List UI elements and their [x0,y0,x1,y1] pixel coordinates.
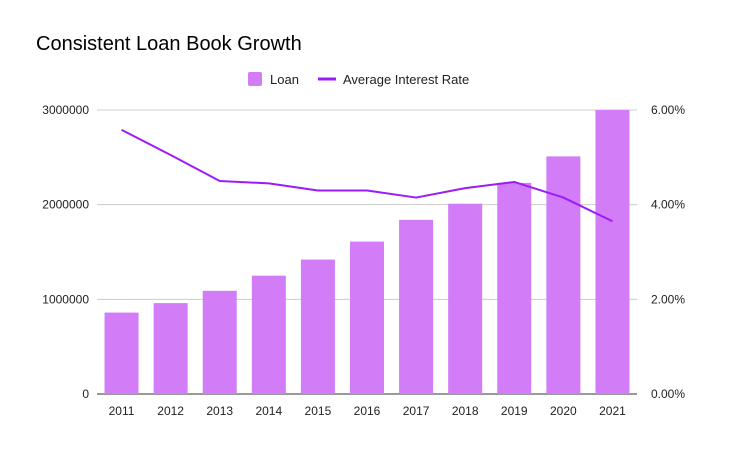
x-tick-label: 2016 [354,404,381,418]
x-tick-label: 2018 [452,404,479,418]
left-tick-label: 2000000 [42,198,89,212]
left-tick-label: 1000000 [42,292,89,306]
loan-bar [399,219,434,394]
x-axis-ticks: 2011 2012 2013 2014 2015 2016 2017 2018 2019 2020… [109,404,626,418]
loan-bar [300,259,335,394]
right-tick-label: 2.00% [651,292,685,306]
right-axis-ticks: 0.00% 2.00% 4.00% 6.00% [651,103,685,401]
loan-bar [202,290,237,394]
loan-bar [497,182,532,394]
loan-bar [546,156,581,394]
loan-bar [153,303,188,394]
chart-title: Consistent Loan Book Growth [36,33,302,55]
x-tick-label: 2012 [157,404,184,418]
x-tick-label: 2013 [206,404,233,418]
x-tick-label: 2019 [501,404,528,418]
left-axis-ticks: 0 1000000 2000000 3000000 [42,103,89,401]
right-tick-label: 0.00% [651,387,685,401]
loan-bars [104,110,630,394]
loan-bar [448,203,483,394]
left-tick-label: 0 [82,387,89,401]
right-tick-label: 6.00% [651,103,685,117]
left-tick-label: 3000000 [42,103,89,117]
legend-label-interest-rate: Average Interest Rate [343,72,469,87]
x-tick-label: 2020 [550,404,577,418]
loan-bar [104,312,139,394]
x-tick-label: 2014 [255,404,282,418]
x-tick-label: 2015 [305,404,332,418]
legend-label-loan: Loan [270,72,299,87]
loan-bar [251,275,286,394]
loan-bar [350,241,384,394]
interest-rate-series-line [121,128,613,223]
legend-swatch-loan [248,72,262,86]
loan-bar [595,110,630,394]
x-tick-label: 2017 [403,404,430,418]
legend: Loan Average Interest Rate [248,72,469,87]
right-tick-label: 4.00% [651,198,685,212]
interest-rate-line [121,128,613,223]
x-tick-label: 2021 [599,404,626,418]
x-tick-label: 2011 [109,404,135,418]
